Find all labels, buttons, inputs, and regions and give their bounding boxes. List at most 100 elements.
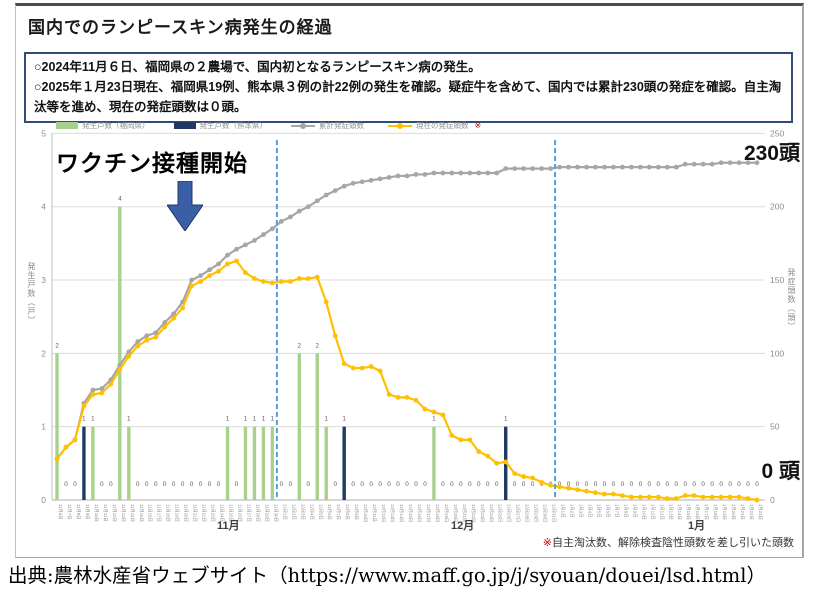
svg-text:11月9日: 11月9日	[84, 504, 90, 519]
chart-footnote: ※自主淘汰数、解除検査陰性頭数を差し引いた頭数	[543, 534, 794, 550]
svg-text:0: 0	[208, 481, 212, 488]
svg-text:4: 4	[41, 202, 46, 212]
svg-text:12月10日: 12月10日	[362, 504, 368, 522]
svg-text:0: 0	[737, 481, 741, 488]
kumamoto-bars	[82, 426, 508, 500]
svg-text:2: 2	[298, 342, 302, 349]
svg-text:1月3日: 1月3日	[578, 504, 584, 517]
svg-text:1月10日: 1月10日	[640, 504, 646, 520]
svg-text:12月7日: 12月7日	[335, 504, 341, 520]
svg-text:1月6日: 1月6日	[604, 504, 610, 517]
svg-text:0: 0	[567, 481, 571, 488]
svg-text:11月10日: 11月10日	[93, 504, 99, 522]
svg-text:11月15日: 11月15日	[138, 504, 144, 522]
svg-text:0: 0	[307, 481, 311, 488]
svg-text:1月9日: 1月9日	[631, 504, 637, 517]
svg-text:0: 0	[746, 481, 750, 488]
svg-text:0: 0	[692, 481, 696, 488]
svg-text:0: 0	[100, 481, 104, 488]
svg-text:0: 0	[665, 481, 669, 488]
svg-text:1: 1	[262, 416, 266, 423]
svg-text:0: 0	[351, 481, 355, 488]
svg-text:0: 0	[674, 481, 678, 488]
svg-text:0: 0	[280, 481, 284, 488]
svg-text:100: 100	[770, 348, 784, 358]
svg-text:0: 0	[64, 481, 68, 488]
fukuoka-bar-swatch-icon	[56, 122, 78, 129]
svg-text:1: 1	[91, 416, 95, 423]
svg-text:12月26日: 12月26日	[506, 504, 512, 522]
svg-text:12月9日: 12月9日	[353, 504, 359, 520]
svg-text:0: 0	[73, 481, 77, 488]
left-axis-title: 発生戸数（戸）	[27, 262, 36, 325]
svg-text:11月6日: 11月6日	[57, 504, 63, 519]
legend-label: 発生戸数（熊本県）	[199, 121, 268, 130]
footnote-asterisk-icon: ※	[474, 121, 482, 130]
svg-text:0: 0	[612, 481, 616, 488]
svg-text:12月15日: 12月15日	[407, 504, 413, 522]
svg-text:1月22日: 1月22日	[748, 504, 754, 520]
svg-text:12月25日: 12月25日	[497, 504, 503, 522]
svg-text:0: 0	[639, 481, 643, 488]
cumulative-end-value: 230頭	[743, 142, 800, 165]
svg-text:0: 0	[486, 481, 490, 488]
svg-text:11月24日: 11月24日	[219, 504, 225, 522]
svg-text:12月4日: 12月4日	[308, 504, 314, 520]
svg-text:4: 4	[118, 196, 122, 203]
svg-text:1: 1	[342, 416, 346, 423]
svg-text:11月19日: 11月19日	[174, 504, 180, 522]
svg-text:0: 0	[576, 481, 580, 488]
svg-text:1月12日: 1月12日	[658, 504, 664, 520]
svg-text:12月22日: 12月22日	[470, 504, 476, 522]
svg-text:11月14日: 11月14日	[129, 504, 135, 522]
fukuoka-bars	[55, 206, 436, 500]
svg-text:1月5日: 1月5日	[595, 504, 601, 517]
svg-text:12月30日: 12月30日	[542, 504, 548, 522]
svg-text:11月28日: 11月28日	[254, 504, 260, 522]
summary-line-2: ○2025年１月23日現在、福岡県19例、熊本県３例の計22例の発生を確認。疑症…	[34, 80, 782, 114]
svg-text:11月22日: 11月22日	[201, 504, 207, 522]
svg-text:1月23日: 1月23日	[757, 504, 763, 520]
vaccine-annotation: ワクチン接種開始	[56, 150, 248, 177]
page-title: 国内でのランピースキン病発生の経過	[28, 18, 333, 37]
svg-text:0: 0	[710, 481, 714, 488]
svg-text:0: 0	[172, 481, 176, 488]
svg-text:0: 0	[136, 481, 140, 488]
svg-text:12月20日: 12月20日	[452, 504, 458, 522]
source-citation: 出典:農林水産省ウェブサイト（https://www.maff.go.jp/j/…	[8, 564, 766, 587]
svg-text:12月11日: 12月11日	[371, 504, 377, 522]
svg-text:11月7日: 11月7日	[66, 504, 72, 519]
kumamoto-bar-swatch-icon	[173, 122, 196, 129]
svg-text:0: 0	[41, 495, 46, 505]
svg-text:0: 0	[163, 481, 167, 488]
legend-label: 発生戸数（福岡県）	[82, 121, 150, 130]
svg-text:0: 0	[154, 481, 158, 488]
svg-text:0: 0	[217, 481, 221, 488]
svg-text:1: 1	[41, 422, 46, 432]
svg-text:12月27日: 12月27日	[515, 504, 521, 522]
svg-text:1月7日: 1月7日	[613, 504, 619, 517]
svg-text:12月29日: 12月29日	[533, 504, 539, 522]
svg-text:12月5日: 12月5日	[317, 504, 323, 520]
svg-text:0: 0	[621, 481, 625, 488]
svg-text:1月17日: 1月17日	[703, 504, 709, 520]
svg-text:1月20日: 1月20日	[730, 504, 736, 520]
svg-text:1月4日: 1月4日	[586, 504, 592, 517]
svg-text:11月12日: 11月12日	[111, 504, 117, 522]
svg-text:0: 0	[235, 481, 239, 488]
vaccine-arrow-icon	[167, 181, 203, 231]
svg-text:12月3日: 12月3日	[299, 504, 305, 520]
svg-text:0: 0	[181, 481, 185, 488]
date-tick-labels: 11月6日 11月7日 11月8日 11月9日 11月10日 11月11日 11月12日 11…	[57, 504, 763, 522]
svg-text:0: 0	[513, 481, 517, 488]
svg-text:0: 0	[414, 481, 418, 488]
svg-text:0: 0	[683, 481, 687, 488]
svg-text:12月14日: 12月14日	[398, 504, 404, 522]
cumulative-line-swatch-icon	[291, 122, 315, 129]
svg-text:12月23日: 12月23日	[479, 504, 485, 522]
svg-text:11月30日: 11月30日	[272, 504, 278, 522]
svg-text:0: 0	[459, 481, 463, 488]
svg-text:1: 1	[127, 416, 131, 423]
svg-text:250: 250	[770, 128, 784, 138]
